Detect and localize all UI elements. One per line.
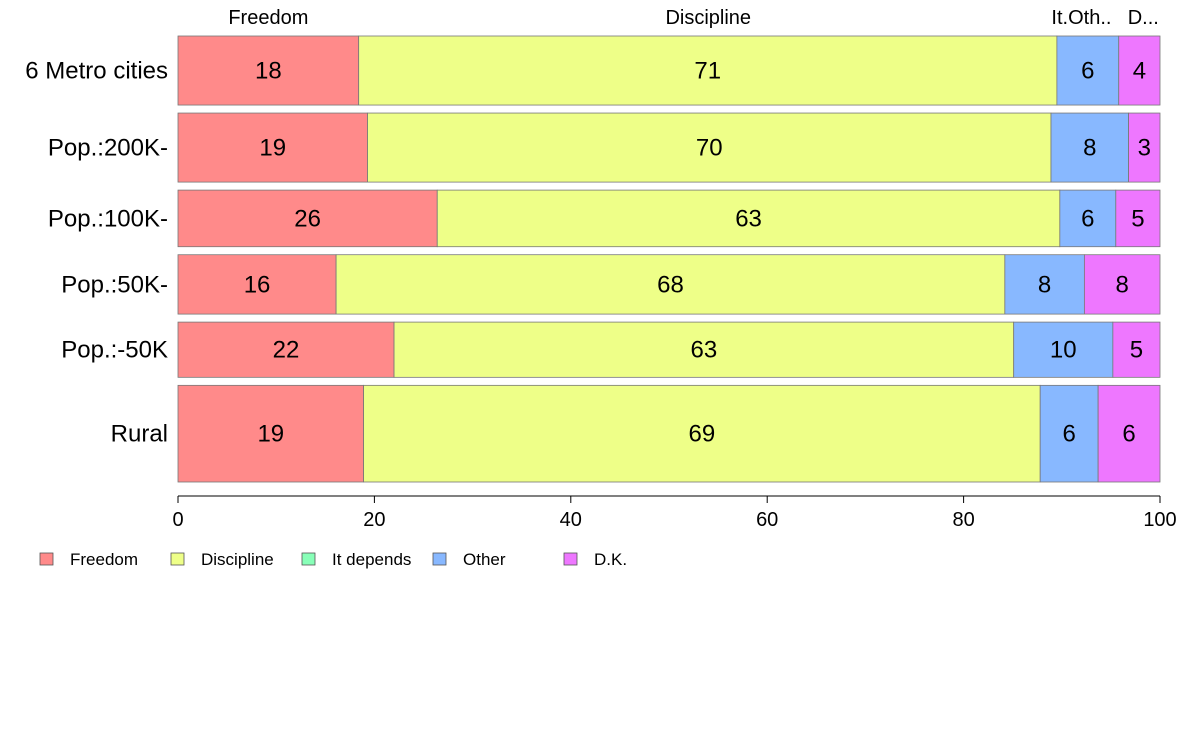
data-label: 63: [735, 205, 762, 232]
data-label: 16: [244, 271, 271, 298]
bar-segment-freedom: [177, 189, 438, 248]
data-label: 6: [1062, 421, 1075, 448]
bar-segment-d-k: [1118, 35, 1161, 106]
x-tick-label: 60: [756, 509, 778, 531]
top-label-freedom: Freedom: [228, 7, 308, 29]
data-label: 22: [273, 337, 300, 364]
category-label: Pop.:-50K: [61, 337, 168, 364]
x-tick-label: 0: [172, 509, 183, 531]
data-label: 68: [657, 271, 684, 298]
x-tick-label: 20: [363, 509, 385, 531]
x-tick-label: 100: [1143, 509, 1176, 531]
data-label: 8: [1116, 271, 1129, 298]
bar-segment-other: [1050, 112, 1129, 183]
data-label: 5: [1130, 337, 1143, 364]
legend-swatch: [432, 552, 447, 566]
data-label: 70: [696, 135, 723, 162]
bar-row-6-metro-cities: 6 Metro cities 18 71 6 4: [25, 35, 1161, 106]
bar-segment-discipline: [363, 384, 1041, 483]
legend-item-discipline: Discipline: [170, 550, 274, 569]
data-label: 3: [1138, 135, 1151, 162]
legend-item-other: Other: [432, 550, 506, 569]
bar-row-pop-200k: Pop.:200K- 19 70 8 3: [48, 112, 1161, 183]
legend-swatch: [170, 552, 185, 566]
top-label-d: D...: [1128, 7, 1159, 29]
bar-segment-freedom: [177, 384, 364, 483]
bar-segment-discipline: [436, 189, 1061, 248]
bar-segment-freedom: [177, 112, 368, 183]
data-label: 71: [694, 58, 721, 85]
legend-swatch: [301, 552, 316, 566]
bar-segment-discipline: [393, 321, 1015, 378]
x-axis: 0 20 40 60 80 100: [172, 495, 1177, 531]
legend-swatch: [39, 552, 54, 566]
data-label: 6: [1122, 421, 1135, 448]
data-label: 26: [294, 205, 321, 232]
data-label: 8: [1083, 135, 1096, 162]
data-label: 8: [1038, 271, 1051, 298]
legend-label: D.K.: [594, 550, 627, 569]
legend-swatch: [563, 552, 578, 566]
legend-label: It depends: [332, 550, 411, 569]
data-label: 10: [1050, 337, 1077, 364]
bar-segment-other: [1056, 35, 1120, 106]
x-tick-label: 40: [560, 509, 582, 531]
data-label: 4: [1133, 58, 1146, 85]
category-label: Pop.:100K-: [48, 205, 168, 232]
x-tick-label: 80: [952, 509, 974, 531]
bar-segment-freedom: [177, 321, 395, 378]
legend-item-it-depends: It depends: [301, 550, 411, 569]
bar-segment-d-k: [1128, 112, 1161, 183]
bar-row-pop-100k: Pop.:100K- 26 63 6 5: [48, 189, 1161, 248]
bar-segment-discipline: [367, 112, 1052, 183]
category-label: 6 Metro cities: [25, 58, 168, 85]
data-label: 19: [257, 421, 284, 448]
bar-segment-d-k: [1115, 189, 1161, 248]
data-label: 18: [255, 58, 282, 85]
bar-segment-discipline: [335, 254, 1006, 315]
top-label-discipline: Discipline: [665, 7, 751, 29]
category-label: Rural: [111, 421, 168, 448]
bar-segment-discipline: [358, 35, 1058, 106]
data-label: 69: [689, 421, 716, 448]
bar-segment-other: [1013, 321, 1114, 378]
category-label: Pop.:200K-: [48, 135, 168, 162]
bar-segment-d-k: [1112, 321, 1161, 378]
bar-segment-freedom: [177, 254, 337, 315]
bar-row-rural: Rural 19 69 6 6: [111, 384, 1161, 483]
bar-row-pop-50k: Pop.:-50K 22 63 10 5: [61, 321, 1161, 378]
data-label: 5: [1131, 205, 1144, 232]
legend-item-freedom: Freedom: [39, 550, 138, 569]
data-label: 6: [1081, 205, 1094, 232]
data-label: 63: [691, 337, 718, 364]
top-label-it-oth: It.Oth..: [1051, 7, 1111, 29]
bar-segment-d-k: [1083, 254, 1161, 315]
bar-segment-d-k: [1097, 384, 1161, 483]
bar-segment-freedom: [177, 35, 360, 106]
legend-label: Discipline: [201, 550, 274, 569]
legend: Freedom Discipline It depends Other D.K.: [39, 550, 627, 569]
legend-label: Freedom: [70, 550, 138, 569]
top-category-labels: Freedom Discipline It.Oth.. D...: [228, 7, 1159, 29]
legend-item-d-k: D.K.: [563, 550, 627, 569]
legend-label: Other: [463, 550, 506, 569]
data-label: 19: [259, 135, 286, 162]
category-label: Pop.:50K-: [61, 271, 168, 298]
data-label: 6: [1081, 58, 1094, 85]
bar-row-pop-50k: Pop.:50K- 16 68 8 8: [61, 254, 1161, 315]
bar-segment-other: [1039, 384, 1099, 483]
